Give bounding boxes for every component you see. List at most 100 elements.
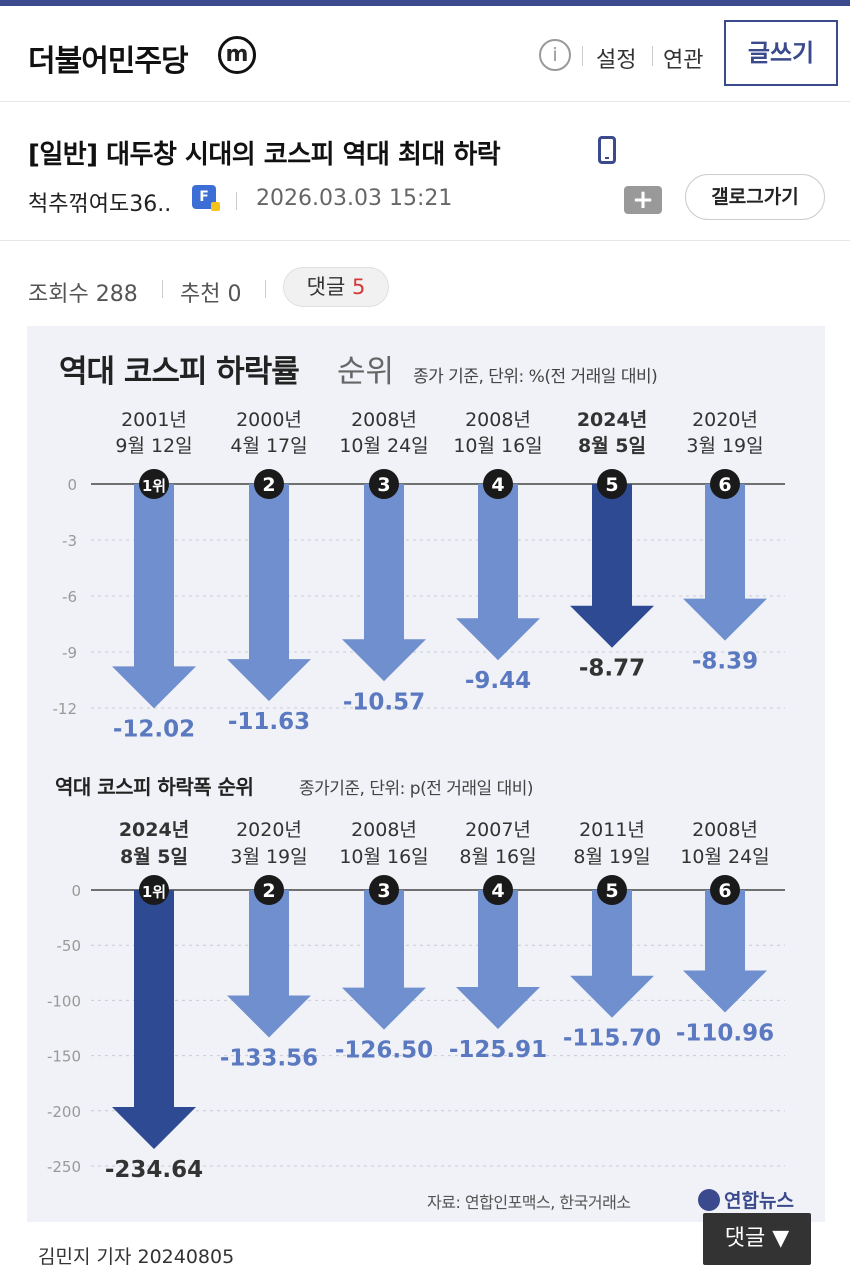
chart2-y-tick-label: -100 — [47, 992, 81, 1010]
chart2-bar-arrow — [112, 890, 196, 1150]
chart1-bar-arrow — [342, 484, 426, 682]
chart2-category-date: 8월 19일 — [573, 846, 650, 868]
view-count: 조회수 288 — [28, 282, 138, 307]
related-link[interactable]: 연관 — [663, 48, 704, 73]
chart1-title-suffix: 순위 — [337, 354, 394, 390]
chart1-value-label: -9.44 — [465, 668, 531, 694]
chart1-rank-label: 4 — [491, 474, 504, 496]
post-date: 2026.03.03 15:21 — [256, 186, 453, 211]
chart2-rank-label: 3 — [377, 880, 390, 902]
chart2-category-year: 2020년 — [236, 819, 302, 841]
chart1-category-date: 10월 24일 — [339, 435, 428, 457]
chart2-rank-label: 1위 — [142, 883, 166, 901]
chart2-bar-arrow — [683, 890, 767, 1013]
mobile-icon — [598, 136, 616, 164]
divider — [236, 192, 237, 210]
chart1-category-date: 4월 17일 — [230, 435, 307, 457]
chart1-value-label: -10.57 — [343, 689, 425, 715]
chart2-rank-circle — [369, 875, 399, 905]
comment-toggle-button[interactable]: 댓글 ▼ — [703, 1213, 811, 1265]
chart2-category-year: 2007년 — [465, 819, 531, 841]
chart1-value-label: -11.63 — [228, 709, 310, 735]
chart2-value-label: -126.50 — [335, 1038, 433, 1064]
chart1-category-year: 2024년 — [577, 409, 647, 431]
chart2-rank-label: 6 — [718, 880, 731, 902]
comment-count-button[interactable]: 댓글 5 — [283, 267, 389, 307]
chart1-y-tick-label: -9 — [62, 644, 77, 662]
chart2-y-tick-label: -250 — [47, 1158, 81, 1176]
divider — [582, 46, 583, 66]
chart2-bar-arrow — [570, 890, 654, 1018]
chart2-rank-circle — [254, 875, 284, 905]
chart2-rank-label: 4 — [491, 880, 504, 902]
chart1-y-tick-label: -6 — [62, 588, 77, 606]
chart1-y-tick-label: -12 — [53, 700, 78, 718]
chart2-category-date: 3월 19일 — [230, 846, 307, 868]
chart2-subtitle: 종가기준, 단위: p(전 거래일 대비) — [299, 779, 533, 799]
chart2-rank-circle — [139, 875, 169, 905]
chart2-value-label: -125.91 — [449, 1037, 547, 1063]
chart1-value-label: -8.39 — [692, 649, 758, 675]
chart1-rank-circle — [139, 469, 169, 499]
chart2-rank-label: 2 — [262, 880, 275, 902]
goto-gallog-button[interactable]: 갤로그가기 — [685, 174, 825, 220]
chart1-category-date: 3월 19일 — [686, 435, 763, 457]
yonhap-watermark: YONHAP — [586, 1217, 729, 1222]
chart1-category-date: 10월 16일 — [453, 435, 542, 457]
chart2-rank-circle — [710, 875, 740, 905]
chart1-rank-label: 5 — [605, 474, 618, 496]
chart2-category-date: 10월 16일 — [339, 846, 428, 868]
minor-gallery-icon: m — [218, 36, 256, 74]
chart2-value-label: -110.96 — [676, 1020, 774, 1046]
chart1-bar-arrow — [227, 484, 311, 702]
chart2-rank-circle — [483, 875, 513, 905]
chart2-rank-label: 5 — [605, 880, 618, 902]
chart2-category-date: 10월 24일 — [680, 846, 769, 868]
chart1-y-tick-label: -3 — [62, 532, 77, 550]
chart1-value-label: -8.77 — [579, 656, 645, 682]
chart2-y-tick-label: -200 — [47, 1103, 81, 1121]
divider — [265, 280, 266, 298]
gallery-title[interactable]: 더불어민주당 — [28, 44, 189, 79]
write-button[interactable]: 글쓰기 — [724, 20, 838, 86]
chart1-y-tick-label: 0 — [67, 476, 77, 494]
kospi-infographic-image: 역대 코스피 하락률 순위 종가 기준, 단위: %(전 거래일 대비) 0 -3 -6 -… — [27, 326, 825, 1222]
chart1-rank-label: 3 — [377, 474, 390, 496]
chart2-category-date: 8월 16일 — [459, 846, 536, 868]
fixed-nickname-badge-icon: F — [192, 185, 220, 211]
chart1-rank-label: 2 — [262, 474, 275, 496]
chart2-y-tick-label: -150 — [47, 1048, 81, 1066]
settings-link[interactable]: 설정 — [596, 48, 637, 73]
chart2-y-tick-label: -50 — [57, 937, 82, 955]
chart1-rank-label: 6 — [718, 474, 731, 496]
add-icon[interactable]: + — [624, 186, 662, 214]
chart2-bar-arrow — [342, 890, 426, 1030]
chart2-category-year: 2011년 — [579, 819, 645, 841]
reporter-byline: 김민지 기자 20240805 — [38, 1246, 235, 1268]
chart2-title: 역대 코스피 하락폭 순위 — [55, 775, 253, 799]
infographic-source: 자료: 연합인포맥스, 한국거래소 — [427, 1193, 631, 1212]
chart1-category-date: 9월 12일 — [115, 435, 192, 457]
chart2-bar-arrow — [227, 890, 311, 1038]
post-title: [일반] 대두창 시대의 코스피 역대 최대 하락 — [28, 140, 501, 170]
info-icon[interactable]: i — [539, 39, 571, 71]
chart1-category-year: 2008년 — [351, 409, 417, 431]
yonhap-brand: 연합뉴스 — [724, 1190, 794, 1212]
chart2-y-tick-label: 0 — [71, 882, 81, 900]
section-divider — [0, 240, 850, 241]
chart2-value-label: -234.64 — [105, 1157, 203, 1183]
chart2-value-label: -115.70 — [563, 1026, 661, 1052]
divider — [652, 46, 653, 66]
chart1-category-year: 2020년 — [692, 409, 758, 431]
chart1-rank-circle — [710, 469, 740, 499]
chart1-title-main: 역대 코스피 하락률 — [59, 354, 299, 390]
chart1-bar-arrow — [683, 484, 767, 641]
chart1-subtitle: 종가 기준, 단위: %(전 거래일 대비) — [413, 367, 657, 387]
chart1-bar-arrow — [570, 484, 654, 648]
top-accent-bar — [0, 0, 850, 6]
author-name[interactable]: 척추꺾여도36.. — [28, 192, 172, 217]
chart1-rank-circle — [597, 469, 627, 499]
chart1-category-year: 2008년 — [465, 409, 531, 431]
divider — [162, 280, 163, 298]
chart1-bar-arrow — [112, 484, 196, 709]
